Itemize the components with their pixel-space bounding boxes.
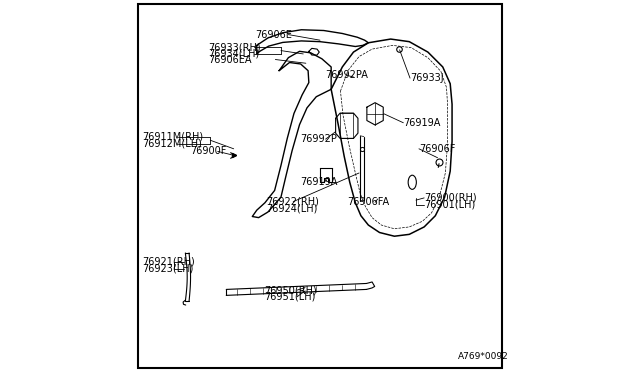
Text: 76922(RH): 76922(RH)	[266, 197, 319, 206]
Text: 76911M(RH): 76911M(RH)	[142, 132, 204, 142]
Text: 76906F: 76906F	[419, 144, 455, 154]
Text: 76919A: 76919A	[301, 177, 338, 187]
Text: 76923(LH): 76923(LH)	[142, 264, 193, 273]
Text: 76901(LH): 76901(LH)	[424, 200, 476, 209]
Text: 76921(RH): 76921(RH)	[142, 257, 195, 267]
Text: 76906EA: 76906EA	[209, 55, 252, 64]
Text: 76934(LH): 76934(LH)	[209, 49, 260, 58]
Text: 76912M(LH): 76912M(LH)	[142, 139, 202, 148]
Text: 76933J: 76933J	[410, 73, 444, 83]
Text: 76951(LH): 76951(LH)	[264, 292, 316, 302]
Text: 76924(LH): 76924(LH)	[266, 203, 317, 213]
Text: 76900F: 76900F	[190, 147, 226, 156]
Text: 76933(RH): 76933(RH)	[209, 42, 261, 52]
Text: 76900(RH): 76900(RH)	[424, 193, 477, 203]
Text: 76992PA: 76992PA	[326, 70, 369, 80]
Text: 76906E: 76906E	[255, 30, 292, 39]
Text: 76919A: 76919A	[403, 118, 441, 128]
Text: 76992P: 76992P	[301, 134, 337, 144]
Text: 76950(RH): 76950(RH)	[264, 285, 317, 295]
Text: A769*0092: A769*0092	[458, 352, 509, 361]
Text: 76906FA: 76906FA	[347, 198, 389, 207]
